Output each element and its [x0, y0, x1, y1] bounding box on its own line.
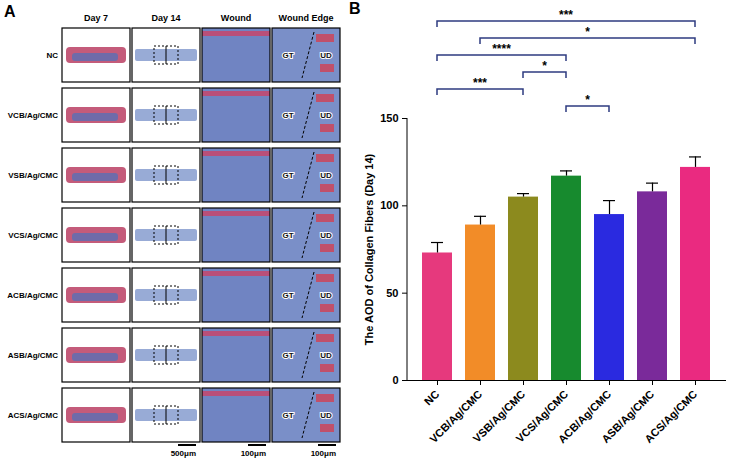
- svg-text:UD: UD: [320, 111, 332, 120]
- svg-text:Wound: Wound: [221, 13, 251, 23]
- svg-text:GT: GT: [282, 291, 293, 300]
- svg-text:GT: GT: [282, 351, 293, 360]
- svg-text:GT: GT: [282, 111, 293, 120]
- svg-text:ACB/Ag/CMC: ACB/Ag/CMC: [7, 291, 58, 300]
- svg-text:GT: GT: [282, 231, 293, 240]
- svg-text:GT: GT: [282, 411, 293, 420]
- svg-text:*: *: [585, 93, 590, 107]
- svg-text:ASB/Ag/CMC: ASB/Ag/CMC: [8, 351, 58, 360]
- svg-text:****: ****: [492, 42, 511, 56]
- svg-text:VSB/Ag/CMC: VSB/Ag/CMC: [8, 171, 58, 180]
- svg-text:0: 0: [392, 374, 398, 386]
- svg-text:100: 100: [380, 199, 398, 211]
- svg-text:The AOD of Collagen Fibers (Da: The AOD of Collagen Fibers (Day 14): [363, 153, 375, 345]
- svg-text:150: 150: [380, 112, 398, 124]
- svg-text:NC: NC: [46, 51, 58, 60]
- svg-text:UD: UD: [320, 351, 332, 360]
- svg-text:ACB/Ag/CMC: ACB/Ag/CMC: [555, 387, 614, 446]
- svg-text:UD: UD: [320, 171, 332, 180]
- svg-text:*: *: [542, 59, 547, 73]
- svg-text:VCB/Ag/CMC: VCB/Ag/CMC: [427, 387, 485, 446]
- svg-text:ACS/Ag/CMC: ACS/Ag/CMC: [8, 411, 58, 420]
- svg-text:A: A: [4, 3, 16, 20]
- svg-text:UD: UD: [320, 231, 332, 240]
- svg-text:ASB/Ag/CMC: ASB/Ag/CMC: [599, 387, 657, 446]
- svg-text:VCB/Ag/CMC: VCB/Ag/CMC: [8, 111, 58, 120]
- svg-text:UD: UD: [320, 51, 332, 60]
- svg-text:Day 14: Day 14: [151, 13, 180, 23]
- svg-text:***: ***: [559, 8, 573, 22]
- svg-text:UD: UD: [320, 291, 332, 300]
- svg-text:Day 7: Day 7: [84, 13, 108, 23]
- svg-text:Wound Edge: Wound Edge: [279, 13, 334, 23]
- svg-text:100μm: 100μm: [241, 449, 266, 458]
- svg-text:VCS/Ag/CMC: VCS/Ag/CMC: [8, 231, 58, 240]
- svg-text:100μm: 100μm: [311, 449, 336, 458]
- svg-text:GT: GT: [282, 51, 293, 60]
- svg-text:500μm: 500μm: [171, 449, 196, 458]
- svg-text:***: ***: [473, 76, 487, 90]
- svg-text:UD: UD: [320, 411, 332, 420]
- html-text:B: B: [349, 0, 361, 17]
- svg-text:VCS/Ag/CMC: VCS/Ag/CMC: [513, 387, 571, 445]
- svg-text:NC: NC: [422, 388, 442, 408]
- svg-text:*: *: [585, 25, 590, 39]
- svg-text:ACS/Ag/CMC: ACS/Ag/CMC: [642, 388, 699, 445]
- svg-text:VSB/Ag/CMC: VSB/Ag/CMC: [470, 387, 528, 445]
- svg-text:GT: GT: [282, 171, 293, 180]
- svg-text:50: 50: [386, 287, 398, 299]
